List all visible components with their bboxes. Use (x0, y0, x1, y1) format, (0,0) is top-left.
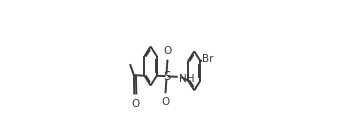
Text: Br: Br (202, 54, 214, 64)
Text: O: O (161, 97, 169, 107)
Text: S: S (163, 70, 170, 83)
Text: O: O (131, 98, 139, 109)
Text: NH: NH (180, 74, 195, 84)
Text: O: O (163, 46, 172, 56)
